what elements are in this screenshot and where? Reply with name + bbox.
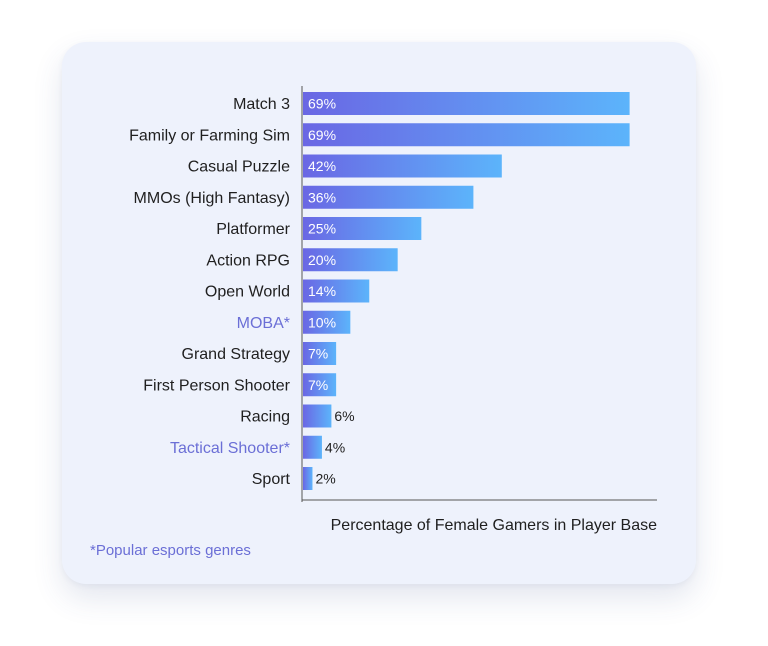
category-label: Tactical Shooter* <box>170 440 290 457</box>
bar-value-label: 6% <box>334 408 354 424</box>
bar <box>303 342 337 365</box>
bar <box>303 154 502 178</box>
category-label: Family or Farming Sim <box>129 127 290 144</box>
bar-value-label: 7% <box>308 377 328 393</box>
bar <box>303 185 474 209</box>
category-label: Grand Strategy <box>182 346 291 363</box>
bar-value-label: 10% <box>308 314 336 330</box>
bar <box>303 279 370 303</box>
bar-value-label: 2% <box>315 471 335 487</box>
bar-chart: Match 3 69% Family or Farming Sim 69% Casual… <box>129 86 657 534</box>
footnote: *Popular esports genres <box>90 542 251 559</box>
bar <box>303 404 332 428</box>
bar-value-label: 7% <box>308 346 328 362</box>
category-label: Sport <box>252 471 291 488</box>
bar-value-label: 14% <box>308 283 336 299</box>
bar <box>303 217 422 240</box>
chart-card: Match 3 69% Family or Farming Sim 69% Casual… <box>62 42 696 584</box>
bar-value-label: 69% <box>308 96 336 112</box>
bar <box>303 248 398 272</box>
bar-value-label: 69% <box>308 127 336 143</box>
category-label: Action RPG <box>206 252 290 269</box>
bar <box>303 92 630 115</box>
category-label: Match 3 <box>233 96 290 113</box>
bar-value-label: 20% <box>308 252 336 268</box>
bar <box>303 310 351 334</box>
category-label: Casual Puzzle <box>188 159 290 176</box>
bar <box>303 467 313 490</box>
category-label: First Person Shooter <box>143 377 290 394</box>
category-label: MMOs (High Fantasy) <box>134 190 290 207</box>
bar <box>303 373 337 397</box>
x-axis-title: Percentage of Female Gamers in Player Ba… <box>331 517 657 534</box>
bar-value-label: 36% <box>308 189 336 205</box>
bar-value-label: 42% <box>308 158 336 174</box>
bar <box>303 123 630 147</box>
bar <box>303 435 322 459</box>
bar-value-label: 4% <box>325 439 345 455</box>
category-label: Platformer <box>216 221 290 238</box>
category-label: MOBA* <box>237 315 290 332</box>
category-label: Racing <box>240 409 290 426</box>
bar-value-label: 25% <box>308 221 336 237</box>
category-label: Open World <box>205 284 290 301</box>
